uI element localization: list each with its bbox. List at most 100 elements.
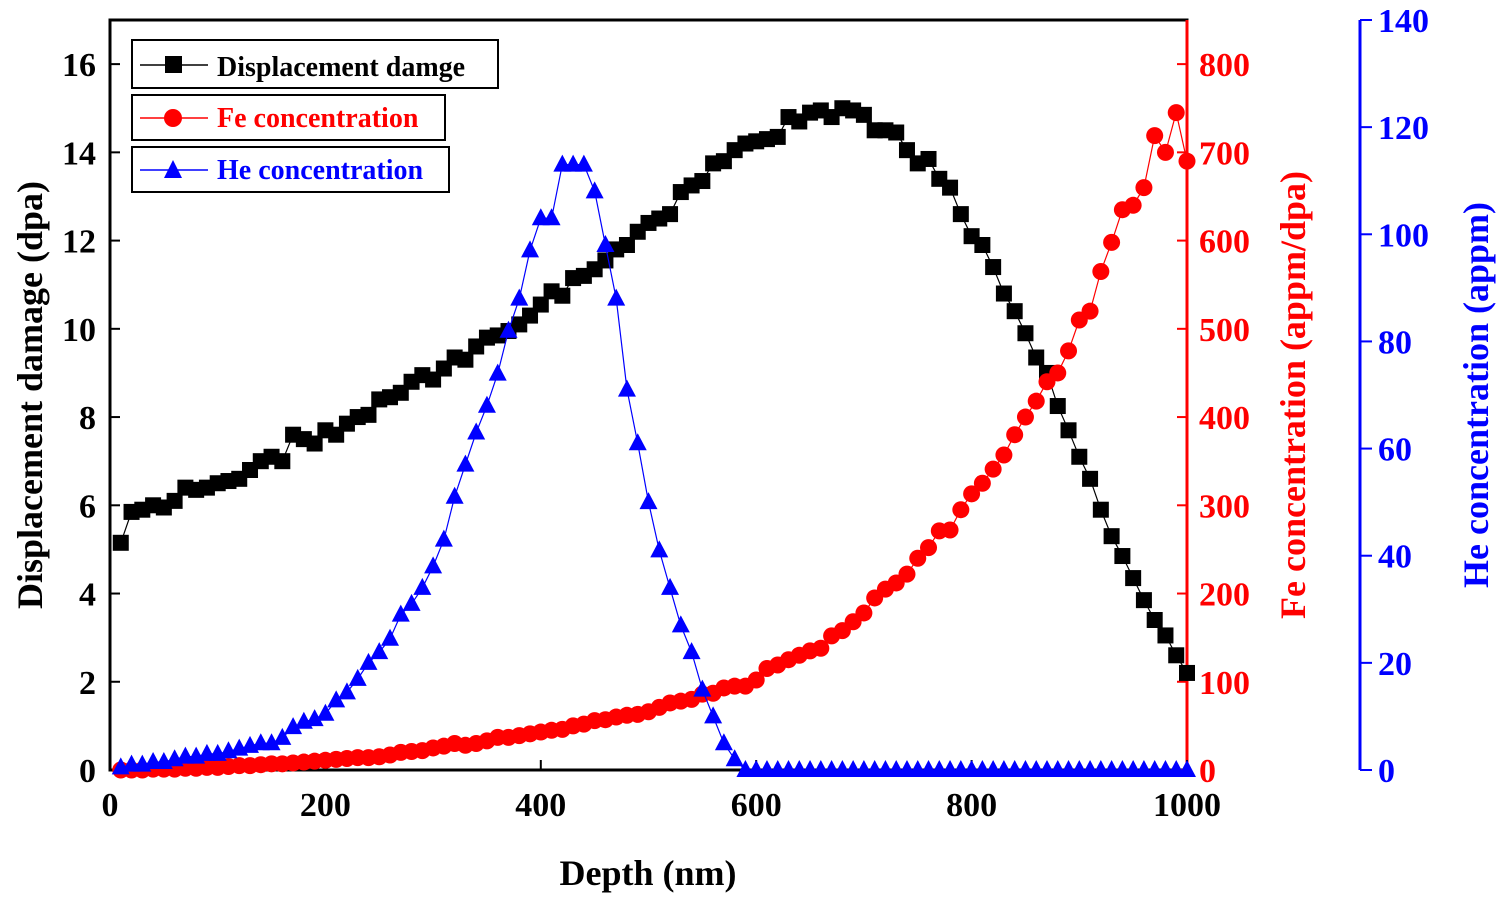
data-point-he	[510, 288, 529, 306]
data-point-damage	[1082, 470, 1099, 487]
data-point-fe	[1167, 104, 1185, 122]
data-point-fe	[995, 446, 1013, 464]
data-point-he	[682, 642, 701, 660]
he-tick-label: 0	[1378, 753, 1395, 790]
fe-axis-title: Fe concentration (appm/dpa)	[1273, 171, 1313, 619]
data-point-fe	[898, 565, 916, 583]
fe-tick-label: 600	[1199, 224, 1250, 261]
data-point-fe	[920, 539, 938, 557]
data-point-damage	[112, 534, 129, 551]
data-point-he	[381, 628, 400, 646]
legend-marker-square	[165, 56, 182, 73]
data-point-damage	[457, 351, 474, 368]
data-point-he	[273, 727, 292, 745]
data-point-he	[370, 642, 389, 660]
data-point-damage	[985, 259, 1002, 276]
data-point-fe	[1146, 127, 1164, 145]
data-point-fe	[984, 460, 1002, 478]
legend-entry-fe: Fe concentration	[131, 94, 446, 141]
data-point-damage	[974, 237, 991, 253]
axis-ticks: 0 200 400 600 800 100002468101214160100200300…	[62, 3, 1429, 824]
data-point-fe	[1092, 262, 1110, 280]
data-point-he	[434, 529, 453, 547]
data-point-damage	[554, 287, 571, 304]
legend-label-fe: Fe concentration	[217, 103, 419, 134]
left-tick-label: 12	[62, 224, 96, 261]
fe-tick-label: 500	[1199, 312, 1250, 349]
x-tick-label: 400	[515, 787, 566, 824]
data-point-damage	[1157, 627, 1174, 644]
data-point-damage	[888, 124, 905, 141]
data-point-fe	[747, 671, 765, 689]
data-point-fe	[909, 549, 927, 567]
fe-tick-label: 300	[1199, 488, 1250, 525]
data-point-damage	[855, 106, 872, 123]
he-tick-label: 80	[1378, 324, 1412, 361]
fe-tick-label: 0	[1199, 753, 1216, 790]
x-tick-label: 0	[102, 787, 119, 824]
data-point-he	[704, 706, 723, 724]
data-point-fe	[1016, 408, 1034, 426]
data-point-damage	[1168, 647, 1185, 664]
data-point-he	[650, 540, 669, 558]
data-point-fe	[855, 604, 873, 622]
data-point-he	[639, 492, 658, 510]
x-tick-label: 600	[731, 787, 782, 824]
fe-tick-label: 700	[1199, 135, 1250, 172]
legend-marker-circle	[164, 109, 182, 127]
data-point-fe	[1178, 152, 1196, 170]
data-point-damage	[1146, 612, 1163, 628]
data-point-he	[499, 320, 518, 338]
data-point-he	[574, 154, 593, 172]
data-point-fe	[1156, 143, 1174, 161]
left-tick-label: 6	[79, 488, 96, 525]
he-tick-label: 60	[1378, 432, 1412, 469]
legend-label-he: He concentration	[217, 155, 423, 186]
data-point-damage	[920, 150, 937, 167]
data-point-damage	[952, 206, 969, 223]
data-point-damage	[1006, 303, 1023, 320]
data-point-he	[585, 181, 604, 199]
he-tick-label: 20	[1378, 646, 1412, 683]
data-point-fe	[1124, 196, 1142, 214]
left-axis-title: Displacement damage (dpa)	[10, 181, 50, 609]
data-point-he	[542, 208, 561, 226]
legend-marker-triangle	[164, 160, 182, 178]
fe-tick-label: 800	[1199, 47, 1250, 84]
data-point-he	[348, 668, 367, 686]
fe-tick-label: 400	[1199, 400, 1250, 437]
data-point-he	[607, 288, 626, 306]
data-point-he	[488, 363, 507, 381]
left-tick-label: 10	[62, 312, 96, 349]
data-point-he	[413, 577, 432, 595]
data-point-damage	[1028, 349, 1045, 366]
left-tick-label: 0	[79, 753, 96, 790]
data-point-damage	[274, 453, 291, 470]
data-point-damage	[1017, 325, 1034, 342]
data-point-damage	[1179, 664, 1195, 681]
data-point-he	[402, 593, 421, 611]
x-tick-label: 200	[300, 787, 351, 824]
he-tick-label: 120	[1378, 110, 1429, 147]
data-point-damage	[1071, 448, 1088, 465]
data-point-he	[714, 733, 733, 751]
data-point-damage	[1049, 398, 1066, 415]
data-point-fe	[973, 474, 991, 492]
data-point-fe	[1135, 179, 1153, 197]
data-point-damage	[1060, 422, 1077, 439]
data-point-fe	[1006, 426, 1024, 444]
data-point-damage	[995, 285, 1012, 302]
data-point-he	[725, 749, 744, 767]
he-tick-label: 100	[1378, 217, 1429, 254]
data-point-he	[456, 454, 475, 472]
data-point-fe	[952, 501, 970, 519]
data-point-he	[445, 486, 464, 504]
left-tick-label: 4	[79, 577, 96, 614]
data-point-fe	[1103, 233, 1121, 251]
data-point-damage	[360, 406, 377, 423]
data-point-damage	[532, 296, 549, 313]
data-point-fe	[963, 485, 981, 503]
data-point-he	[671, 615, 690, 633]
data-point-he	[1178, 760, 1196, 777]
